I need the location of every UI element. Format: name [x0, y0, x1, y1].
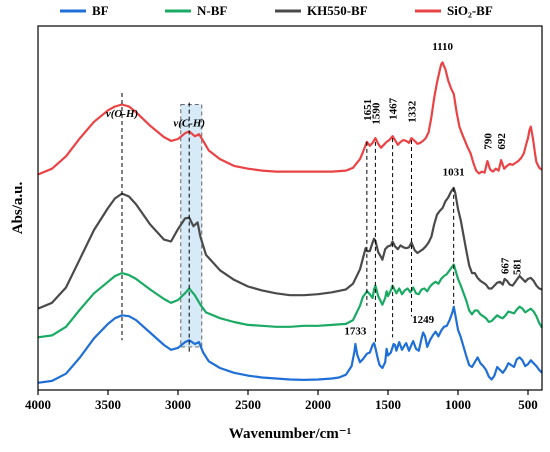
- peak-label-10: 1249: [412, 314, 435, 326]
- x-tick-label-6: 1000: [445, 397, 471, 412]
- peak-label-0: 1651: [362, 99, 374, 121]
- plot-frame: [37, 25, 543, 391]
- peak-label-2: 1467: [388, 97, 400, 120]
- peak-label-4: 1110: [432, 41, 453, 53]
- peak-label-1: 1590: [370, 102, 382, 125]
- peak-label-9: 581: [512, 259, 524, 276]
- band-layer: [180, 104, 203, 348]
- series-line-2: [37, 186, 543, 310]
- guide-layer: [121, 93, 455, 352]
- peak-label-7: 1031: [443, 166, 465, 178]
- peak-label-3: 1332: [407, 100, 419, 123]
- x-tick-label-3: 2500: [235, 397, 261, 412]
- legend-label-2: KH550-BF: [307, 3, 368, 18]
- vibration-label-1: v(C-H): [173, 118, 205, 130]
- peak-label-5: 790: [482, 133, 494, 150]
- vibration-label-0: v(O-H): [106, 108, 138, 120]
- series-line-1: [37, 263, 543, 339]
- x-tick-label-1: 3500: [95, 397, 121, 412]
- x-tick-label-0: 4000: [25, 397, 51, 412]
- x-axis-title: Wavenumber/cm⁻¹: [229, 426, 351, 442]
- series-line-3: [37, 61, 543, 176]
- x-tick-layer: 4000 3500 3000 2500 2000 1500 1000 500: [25, 390, 538, 412]
- peak-label-11: 1733: [344, 325, 367, 337]
- peak-label-6: 692: [496, 133, 508, 150]
- series-layer: [37, 61, 543, 384]
- x-tick-label-5: 1500: [375, 397, 401, 412]
- x-tick-label-2: 3000: [165, 397, 191, 412]
- legend: BF N-BF KH550-BF SiO₂-BF: [60, 3, 493, 18]
- legend-label-0: BF: [92, 3, 109, 18]
- x-tick-label-4: 2000: [305, 397, 331, 412]
- peak-label-8: 667: [500, 257, 512, 274]
- x-tick-label-7: 500: [518, 397, 538, 412]
- legend-label-3: SiO₂-BF: [447, 3, 493, 18]
- series-line-0: [37, 305, 543, 384]
- y-axis-title: Abs/a.u.: [10, 181, 26, 234]
- ch-stretch-band: [180, 104, 203, 348]
- legend-label-1: N-BF: [197, 3, 227, 18]
